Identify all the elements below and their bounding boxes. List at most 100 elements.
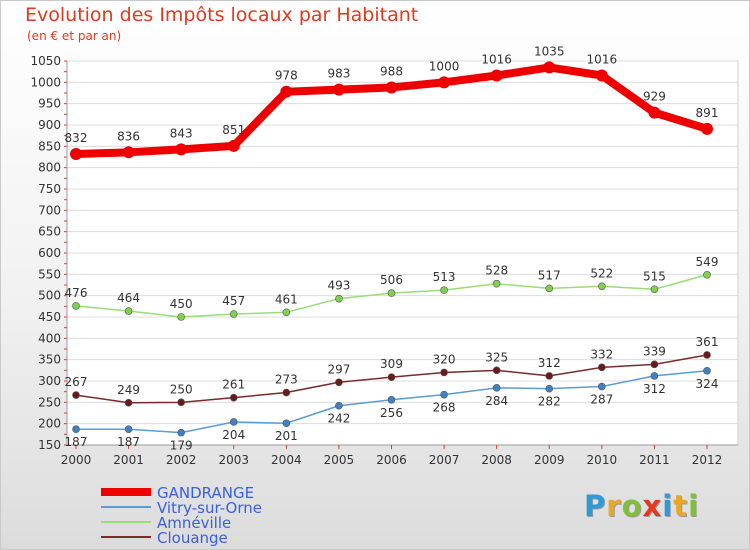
- y-tick-label-150: 150: [38, 438, 61, 452]
- point-gandrange-2007: [438, 76, 451, 89]
- point-amn-ville-2009: [545, 284, 554, 293]
- proxiti-logo: Proxiti: [584, 489, 699, 523]
- point-amn-ville-2003: [229, 310, 238, 318]
- point-amn-ville-2005: [335, 294, 343, 303]
- y-tick-label-250: 250: [38, 395, 61, 409]
- data-label-clouange-2007: 320: [433, 352, 456, 366]
- logo-letter: P: [584, 489, 607, 523]
- legend-label-clouange: Clouange: [157, 529, 228, 547]
- point-amn-ville-2007: [440, 286, 448, 294]
- logo-letter: t: [673, 489, 689, 523]
- data-label-vitry-sur-orne-2001: 187: [117, 435, 140, 449]
- data-label-amn-ville-2001: 464: [117, 291, 140, 305]
- data-label-amn-ville-2000: 476: [65, 286, 88, 300]
- point-amn-ville-2002: [177, 313, 185, 321]
- data-label-vitry-sur-orne-2000: 187: [65, 435, 88, 449]
- y-tick-label-850: 850: [38, 139, 61, 153]
- data-label-clouange-2012: 361: [696, 335, 719, 349]
- data-label-amn-ville-2003: 457: [222, 294, 245, 308]
- data-label-vitry-sur-orne-2005: 242: [327, 412, 350, 426]
- point-clouange-2005: [335, 378, 343, 387]
- point-vitry-sur-orne-2005: [335, 401, 343, 410]
- data-label-gandrange-2012: 891: [696, 106, 719, 120]
- series-vitry-sur-orne: 187 187 179 204 201 242 256 268 284 282 287 312 324: [65, 366, 719, 453]
- point-gandrange-2002: [175, 143, 188, 156]
- point-vitry-sur-orne-2012: [703, 366, 711, 375]
- x-tick-label-2010: 2010: [587, 453, 618, 467]
- data-label-amn-ville-2012: 549: [696, 255, 719, 269]
- data-label-clouange-2009: 312: [538, 356, 561, 370]
- point-gandrange-2005: [332, 83, 345, 96]
- point-amn-ville-2001: [124, 307, 133, 315]
- point-vitry-sur-orne-2000: [72, 425, 80, 434]
- series-layer: 267 249 250 261 273 297 309 320 325 312 332 339 361 1…: [65, 44, 719, 452]
- data-label-gandrange-2011: 929: [643, 90, 666, 104]
- data-label-amn-ville-2007: 513: [433, 270, 456, 284]
- data-label-vitry-sur-orne-2010: 287: [590, 393, 613, 407]
- point-gandrange-2001: [122, 146, 135, 159]
- y-tick-label-550: 550: [38, 267, 61, 281]
- data-label-gandrange-2000: 832: [65, 131, 88, 145]
- x-tick-label-2005: 2005: [324, 453, 355, 467]
- point-gandrange-2003: [227, 139, 240, 152]
- x-tick-label-2012: 2012: [692, 453, 723, 467]
- point-clouange-2011: [650, 360, 659, 369]
- x-axis: 2000 2001 2002 2003 2004 2005 2006 2007 2008 2009…: [61, 444, 738, 467]
- point-clouange-2000: [72, 391, 80, 399]
- x-tick-label-2006: 2006: [376, 453, 407, 467]
- point-clouange-2004: [282, 388, 291, 397]
- data-label-clouange-2006: 309: [380, 357, 403, 371]
- data-label-amn-ville-2005: 493: [327, 279, 350, 293]
- y-tick-label-1000: 1000: [30, 75, 61, 89]
- data-label-clouange-2000: 267: [65, 375, 88, 389]
- data-label-clouange-2004: 273: [275, 373, 298, 387]
- y-tick-label-900: 900: [38, 118, 61, 132]
- point-clouange-2002: [177, 398, 185, 407]
- point-clouange-2010: [598, 363, 606, 372]
- x-tick-label-2008: 2008: [481, 453, 512, 467]
- data-label-vitry-sur-orne-2009: 282: [538, 395, 561, 409]
- point-vitry-sur-orne-2008: [492, 384, 501, 392]
- y-tick-label-800: 800: [38, 161, 61, 175]
- point-vitry-sur-orne-2004: [282, 419, 291, 428]
- data-label-gandrange-2007: 1000: [429, 59, 460, 73]
- legend-label-amn-ville: Amnéville: [157, 514, 232, 532]
- point-clouange-2012: [703, 351, 711, 359]
- data-label-vitry-sur-orne-2012: 324: [696, 377, 719, 391]
- data-label-gandrange-2008: 1016: [481, 53, 512, 67]
- point-gandrange-2009: [543, 61, 556, 74]
- point-amn-ville-2006: [387, 289, 396, 297]
- x-tick-label-2009: 2009: [534, 453, 565, 467]
- series-clouange: 267 249 250 261 273 297 309 320 325 312 332 339 361: [65, 335, 719, 407]
- y-tick-label-950: 950: [38, 97, 61, 111]
- data-label-vitry-sur-orne-2006: 256: [380, 406, 403, 420]
- data-label-gandrange-2009: 1035: [534, 44, 565, 58]
- logo-letter: r: [606, 489, 622, 523]
- y-tick-label-400: 400: [38, 331, 61, 345]
- point-amn-ville-2011: [650, 285, 659, 294]
- legend-swatch-clouange: [101, 536, 151, 538]
- y-tick-label-700: 700: [38, 203, 61, 217]
- data-label-clouange-2001: 249: [117, 383, 140, 397]
- data-label-clouange-2005: 297: [327, 362, 350, 376]
- legend-swatch-amn-ville: [101, 521, 151, 523]
- data-label-gandrange-2004: 978: [275, 69, 298, 83]
- grid-lines: [66, 60, 739, 446]
- point-clouange-2006: [387, 373, 396, 381]
- x-tick-label-2004: 2004: [271, 453, 302, 467]
- data-label-gandrange-2001: 836: [117, 129, 140, 143]
- point-vitry-sur-orne-2003: [229, 418, 238, 426]
- x-tick-label-2011: 2011: [639, 453, 670, 467]
- point-amn-ville-2004: [282, 308, 291, 317]
- point-amn-ville-2008: [492, 279, 501, 288]
- point-gandrange-2011: [648, 106, 661, 119]
- data-label-vitry-sur-orne-2002: 179: [170, 439, 193, 453]
- point-gandrange-2000: [70, 148, 82, 161]
- chart-title: Evolution des Impôts locaux par Habitant: [25, 4, 419, 26]
- data-label-gandrange-2003: 851: [222, 123, 245, 137]
- data-label-clouange-2002: 250: [170, 382, 193, 396]
- data-label-clouange-2010: 332: [590, 347, 613, 361]
- point-vitry-sur-orne-2001: [124, 425, 133, 434]
- data-label-amn-ville-2011: 515: [643, 269, 666, 283]
- point-clouange-2001: [124, 398, 133, 407]
